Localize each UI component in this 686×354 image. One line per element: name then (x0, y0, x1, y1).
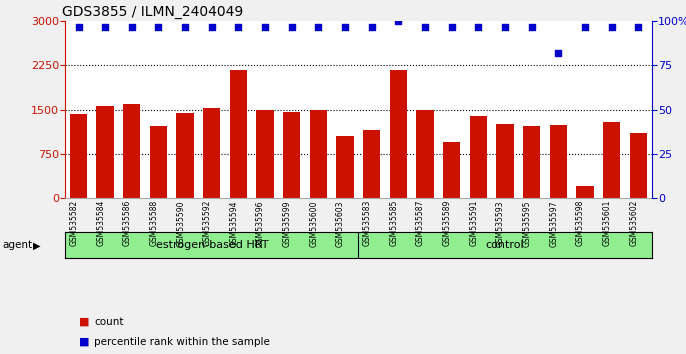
Text: GSM535586: GSM535586 (123, 200, 132, 246)
Point (580, 24, 591, 29)
Point (259, 24, 270, 29)
Point (99, 24, 110, 29)
Text: GSM535594: GSM535594 (229, 200, 239, 246)
Text: ■: ■ (79, 317, 89, 327)
Point (180, 24, 191, 29)
Text: ▶: ▶ (33, 240, 40, 250)
Point (206, 24, 217, 29)
Text: percentile rank within the sample: percentile rank within the sample (94, 337, 270, 347)
Text: GSM535587: GSM535587 (416, 200, 425, 246)
Text: GSM535595: GSM535595 (523, 200, 532, 246)
Bar (176, 113, 194, 198)
Bar (470, 116, 487, 198)
Point (499, 24, 510, 29)
Point (553, 50, 564, 56)
Text: estrogen-based HRT: estrogen-based HRT (156, 240, 268, 250)
Point (340, 24, 351, 29)
Point (633, 24, 644, 29)
Bar (70, 114, 87, 198)
Point (606, 24, 617, 29)
Bar (336, 136, 354, 198)
Point (473, 24, 484, 29)
Text: agent: agent (2, 240, 32, 250)
Point (73, 24, 84, 29)
Bar (257, 110, 274, 198)
Text: count: count (94, 317, 123, 327)
Bar (310, 110, 327, 198)
Bar (523, 126, 541, 198)
Point (286, 24, 297, 29)
Bar (230, 70, 247, 198)
Text: GSM535601: GSM535601 (603, 200, 612, 246)
Bar (443, 142, 460, 198)
Text: GSM535593: GSM535593 (496, 200, 505, 246)
Text: GSM535588: GSM535588 (150, 200, 158, 246)
Text: GSM535602: GSM535602 (629, 200, 639, 246)
Text: control: control (486, 240, 524, 250)
Text: GSM535592: GSM535592 (203, 200, 212, 246)
Point (126, 24, 137, 29)
Text: GSM535599: GSM535599 (283, 200, 292, 246)
Text: ■: ■ (79, 337, 89, 347)
Text: GSM535600: GSM535600 (309, 200, 318, 246)
Bar (97, 105, 114, 198)
Text: GSM535591: GSM535591 (469, 200, 478, 246)
Point (447, 24, 458, 29)
Point (393, 18, 404, 24)
Text: GDS3855 / ILMN_2404049: GDS3855 / ILMN_2404049 (62, 5, 244, 19)
Point (153, 24, 164, 29)
Bar (123, 104, 141, 198)
Text: GSM535590: GSM535590 (176, 200, 185, 246)
Bar (283, 112, 300, 198)
Text: GSM535596: GSM535596 (256, 200, 265, 246)
Text: GSM535582: GSM535582 (69, 200, 78, 246)
Bar (416, 110, 434, 198)
Bar (390, 70, 407, 198)
Bar (363, 130, 381, 198)
Bar (150, 126, 167, 198)
Point (233, 24, 244, 29)
Bar (549, 125, 567, 198)
Point (420, 24, 431, 29)
Text: GSM535584: GSM535584 (96, 200, 105, 246)
Text: GSM535585: GSM535585 (390, 200, 399, 246)
Text: GSM535583: GSM535583 (363, 200, 372, 246)
Text: GSM535597: GSM535597 (549, 200, 558, 246)
Text: GSM535603: GSM535603 (336, 200, 345, 246)
Bar (497, 125, 514, 198)
Bar (630, 133, 647, 198)
Point (366, 24, 377, 29)
Text: GSM535598: GSM535598 (576, 200, 585, 246)
Point (526, 24, 537, 29)
Bar (603, 121, 620, 198)
Bar (576, 187, 593, 198)
Bar (203, 108, 220, 198)
Point (313, 24, 324, 29)
Text: GSM535589: GSM535589 (442, 200, 452, 246)
